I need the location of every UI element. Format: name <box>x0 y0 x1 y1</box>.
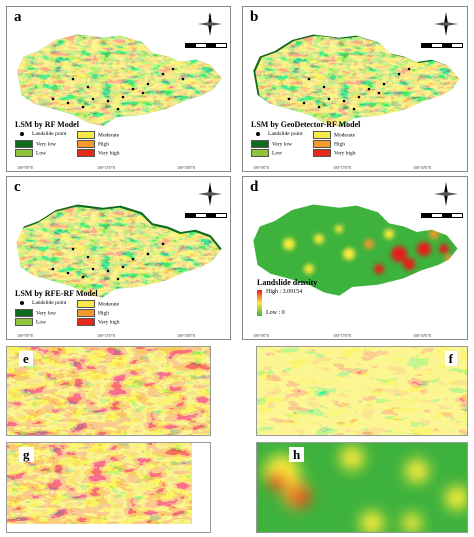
zoom-map-f <box>257 347 467 435</box>
panel-letter-c: c <box>11 179 24 195</box>
panel-letter-g: g <box>19 447 34 462</box>
svg-text:N: N <box>209 13 212 18</box>
susceptibility-map-b <box>253 34 460 127</box>
landslide-points <box>51 67 185 111</box>
north-arrow-icon: N <box>197 11 223 42</box>
scale-bar <box>185 43 227 48</box>
legend-title-b: LSM by GeoDetector-RF Model <box>251 120 361 129</box>
zoom-panel-h: h <box>256 442 468 533</box>
map-panel-a: a N LSM by RF Model Landslide point Very… <box>6 6 231 172</box>
legend-title-a: LSM by RF Model <box>15 120 79 129</box>
panel-letter-e: e <box>19 351 33 366</box>
susceptibility-map-c <box>16 204 222 298</box>
map-panel-b: b LSM by GeoDetector-RF Model Landslide … <box>242 6 468 172</box>
scale-bar <box>185 213 227 218</box>
north-arrow-icon <box>433 181 459 212</box>
zoom-panel-f: f <box>256 346 468 436</box>
density-high-label: High : 3.09154 <box>266 289 303 295</box>
zoom-map-e <box>7 347 210 435</box>
legend-title-c: LSM by RFE-RF Model <box>15 289 98 298</box>
density-map-d <box>253 204 458 296</box>
panel-letter-d: d <box>247 179 262 195</box>
north-arrow-icon <box>433 11 459 42</box>
zoom-map-g <box>7 443 192 524</box>
map-panel-c: c LSM by RFE-RF Model Landslide point Ve… <box>6 176 231 340</box>
landslide-point-icon <box>256 131 260 136</box>
legend-title-d: Landslide density <box>257 278 318 287</box>
landslide-point-icon <box>20 131 24 136</box>
density-color-ramp <box>257 290 262 316</box>
zoom-panel-e: e <box>6 346 211 436</box>
scale-bar <box>421 213 463 218</box>
north-arrow-icon <box>197 181 223 212</box>
susceptibility-map-a <box>17 34 222 126</box>
zoom-panel-g: g <box>6 442 211 533</box>
map-panel-d: d Landslide density High : 3.09154 Low :… <box>242 176 468 340</box>
density-low-label: Low : 0 <box>266 310 285 316</box>
panel-letter-h: h <box>289 447 305 462</box>
landslide-point-icon <box>20 300 24 305</box>
panel-letter-f: f <box>444 351 457 366</box>
panel-letter-a: a <box>11 9 25 25</box>
panel-letter-b: b <box>247 9 262 25</box>
scale-bar <box>421 43 463 48</box>
